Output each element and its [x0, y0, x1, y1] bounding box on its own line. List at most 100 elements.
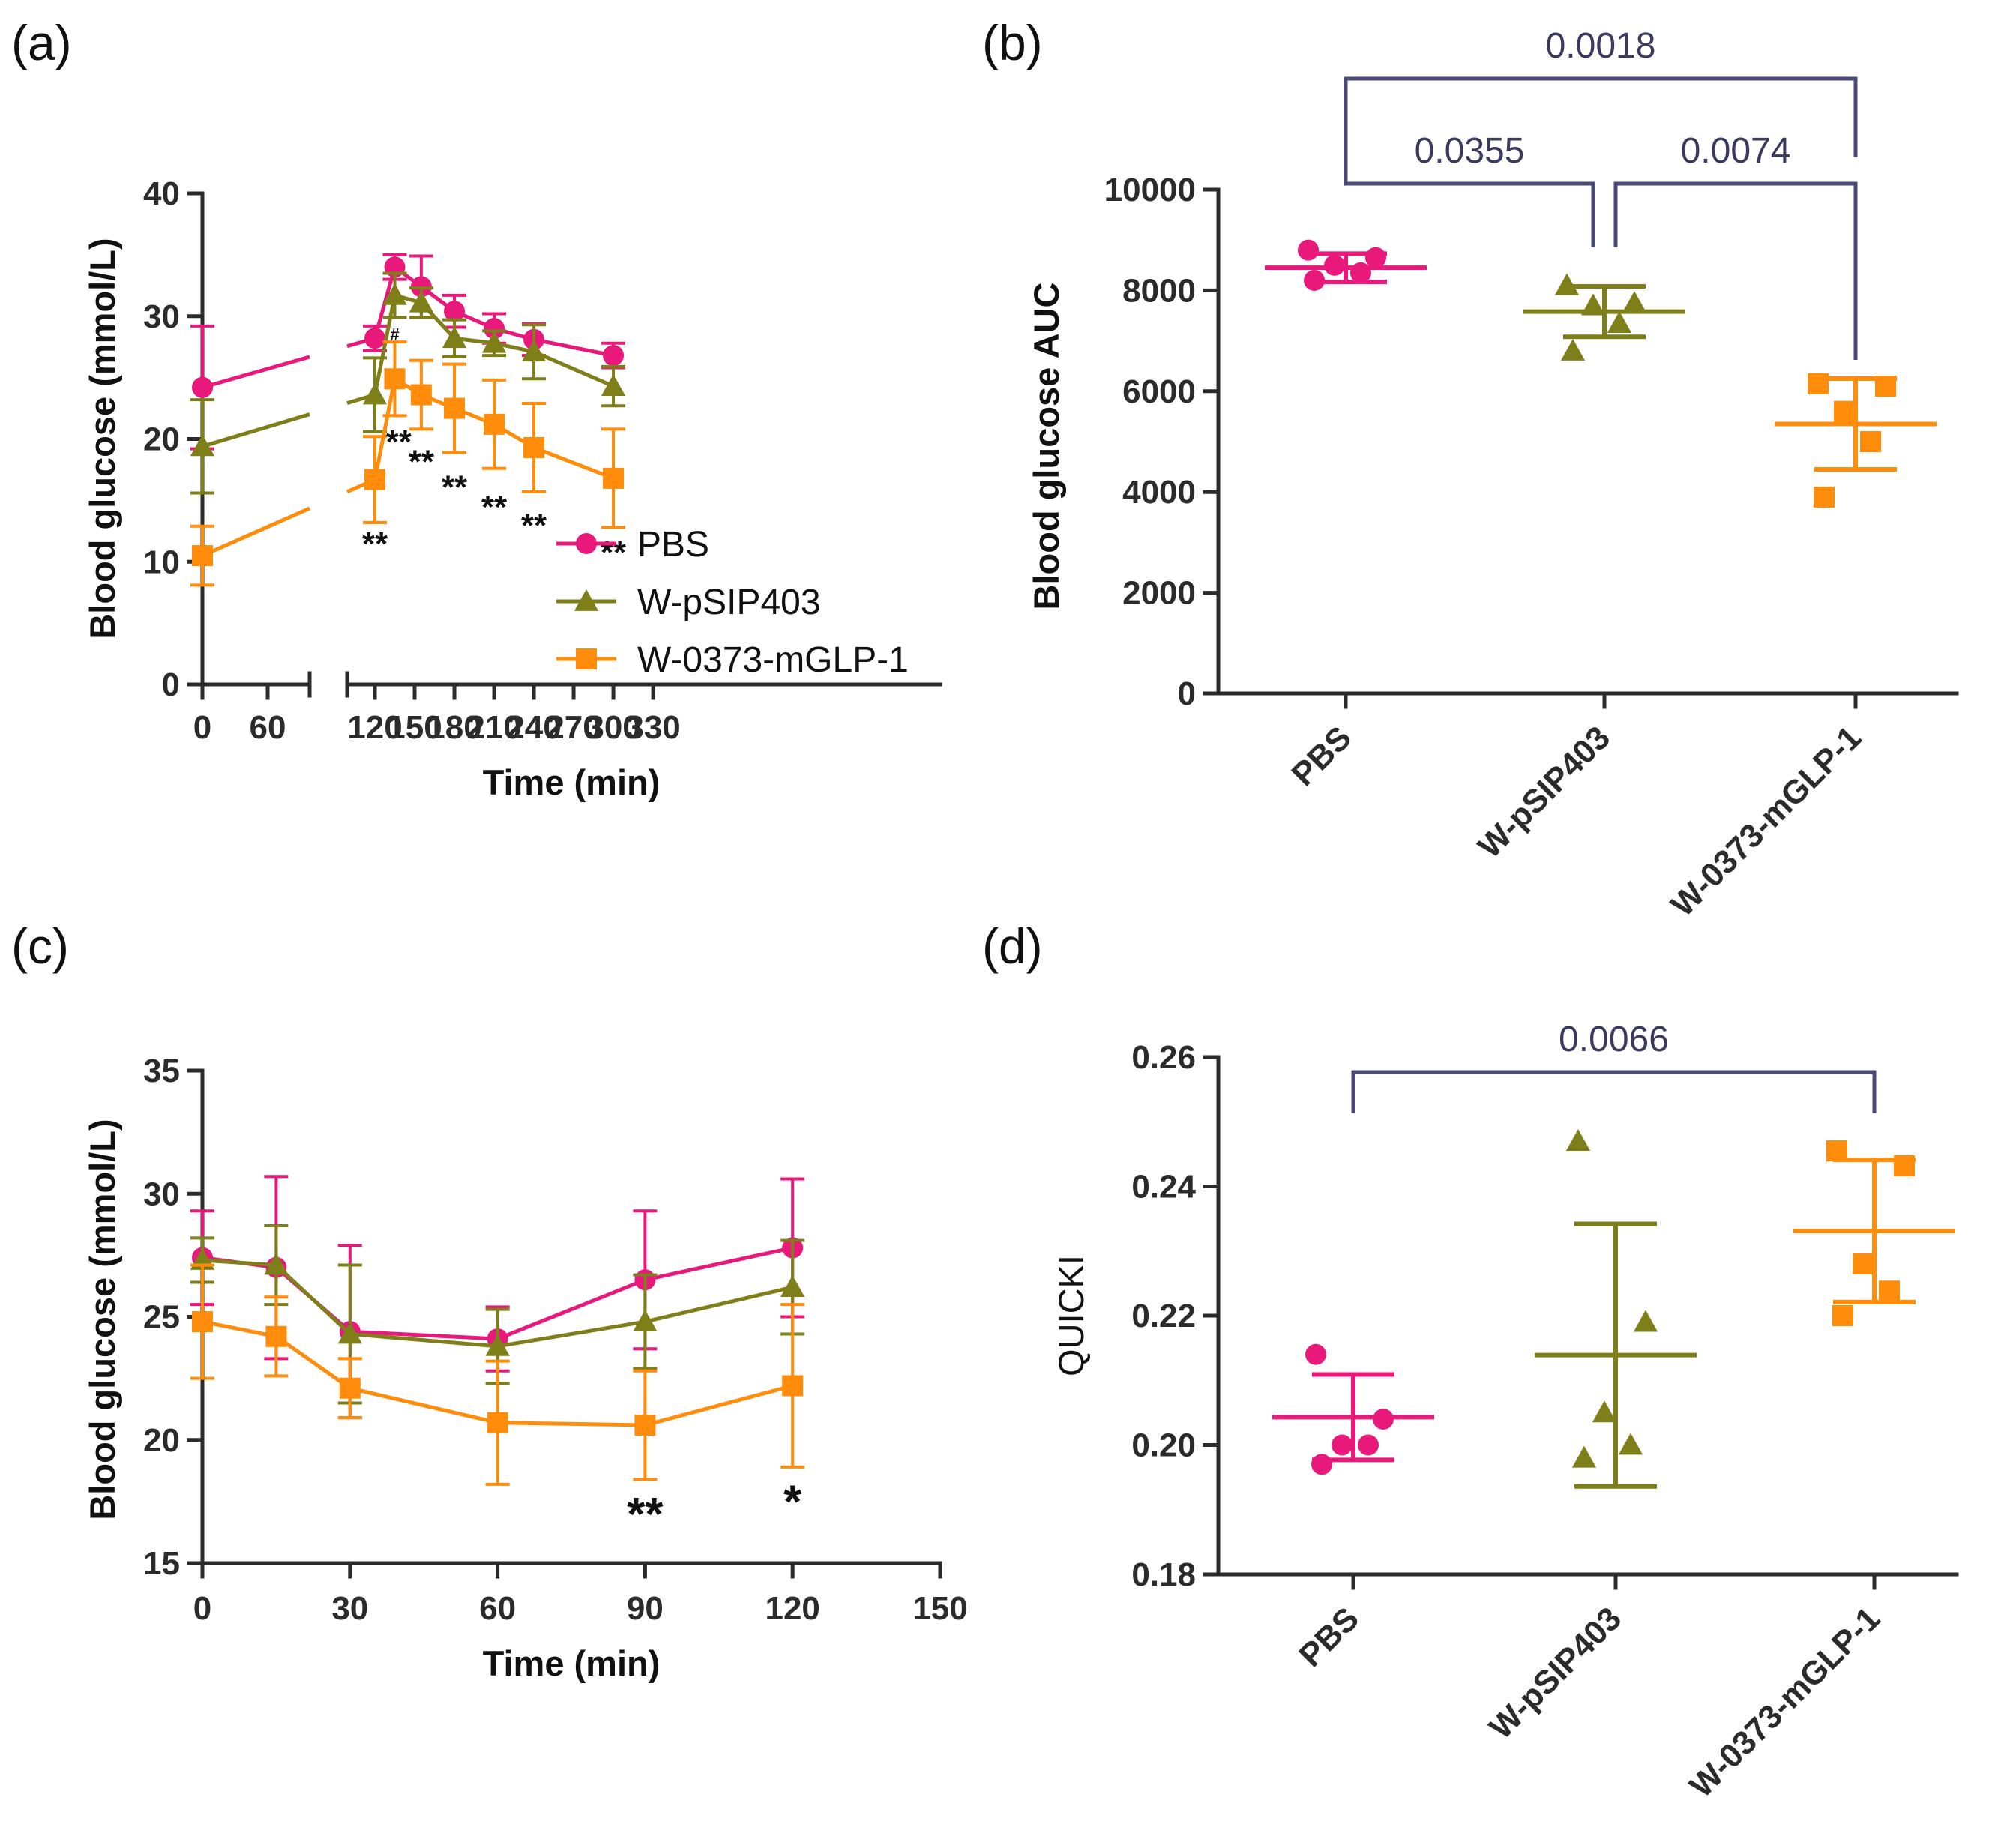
x-tick-label: 210 [466, 709, 521, 746]
x-tick-label: 0 [193, 1590, 211, 1627]
data-point [1834, 400, 1855, 422]
significance-marker: ** [601, 534, 627, 571]
y-axis-label: Blood glucose (mmol/L) [82, 1119, 122, 1520]
panel-label: (b) [982, 15, 1043, 70]
y-tick-label: 0.24 [1131, 1169, 1196, 1206]
y-tick-label: 20 [143, 1422, 180, 1459]
data-point [1304, 269, 1325, 291]
x-tick-label: 120 [347, 709, 402, 746]
data-point [442, 326, 467, 349]
significance-marker: ** [386, 424, 412, 460]
data-point [1560, 338, 1586, 361]
x-tick-label: 270 [546, 709, 601, 746]
y-tick-label: 0 [162, 666, 180, 703]
series-W-pSIP403 [190, 1224, 805, 1405]
group-PBS [1272, 1343, 1434, 1475]
series-line-segment [202, 355, 310, 390]
data-point [780, 1274, 805, 1297]
series-PBS [190, 253, 626, 451]
data-point [1814, 486, 1835, 508]
x-tick-label: PBS [1292, 1600, 1366, 1674]
data-point [337, 1322, 362, 1344]
x-tick-label: 30 [331, 1590, 368, 1627]
y-tick-label: 8000 [1122, 272, 1196, 309]
y-tick-label: 0.18 [1131, 1556, 1196, 1593]
y-axis-label: QUICKI [1051, 1255, 1091, 1376]
significance-marker: ** [627, 1489, 664, 1541]
series-W-0373-mGLP-1 [190, 1263, 805, 1486]
significance-marker: ** [481, 489, 508, 526]
x-axis-label: Time (min) [483, 1643, 661, 1683]
x-tick-label: 240 [506, 709, 561, 746]
significance-bracket: 0.0355 [1344, 131, 1595, 247]
series-line [202, 1319, 793, 1427]
panel-b-chart: 0 2000 4000 6000 8000 10000 PBS W-pSIP403 W-0373… [1104, 26, 1959, 924]
x-tick-label: 0 [193, 709, 211, 746]
series-line-segment [201, 506, 311, 558]
data-point [521, 340, 547, 362]
y-axis-label: Blood glucose AUC [1026, 283, 1066, 610]
y-tick-label: 20 [143, 421, 180, 458]
data-point [1853, 1253, 1874, 1274]
y-tick-label: 2000 [1122, 575, 1196, 612]
series-line [202, 1258, 793, 1349]
data-point [1350, 262, 1371, 283]
series-line-segment [202, 412, 310, 448]
legend-marker [574, 589, 599, 611]
data-point [339, 1377, 361, 1399]
data-point [384, 368, 406, 390]
data-point [444, 397, 466, 419]
y-tick-label: 0.20 [1131, 1427, 1196, 1464]
significance-marker: ** [521, 507, 547, 544]
x-tick-label: W-0373-mGLP-1 [1664, 719, 1868, 924]
significance-bracket: 0.0018 [1344, 26, 1858, 157]
data-point [1554, 273, 1580, 295]
x-tick-label: 60 [250, 709, 286, 746]
y-tick-label: 35 [143, 1053, 180, 1089]
significance-marker: * [783, 1477, 802, 1529]
x-tick-label: 150 [912, 1590, 967, 1627]
data-point [523, 436, 545, 458]
group-W-0373-mGLP-1 [1793, 1140, 1955, 1326]
x-tick-label: W-0373-mGLP-1 [1682, 1600, 1887, 1805]
data-point [485, 1334, 510, 1356]
y-tick-label: 0 [1178, 675, 1196, 712]
data-point [1332, 1434, 1352, 1456]
x-axis-label: Time (min) [483, 762, 661, 802]
significance-marker: ** [442, 469, 468, 506]
data-point [1305, 1343, 1326, 1365]
data-point [782, 1375, 804, 1397]
panel-label: (d) [982, 918, 1043, 974]
data-point [487, 1412, 508, 1433]
y-tick-label: 15 [143, 1545, 180, 1582]
x-tick-label: 150 [387, 709, 442, 746]
data-point [364, 469, 385, 490]
data-point [1826, 1140, 1847, 1162]
data-point [410, 384, 432, 406]
significance-bracket: 0.0066 [1351, 1020, 1877, 1113]
panel-d-chart: 0.18 0.20 0.22 0.24 0.26 PBS W-pSIP403 W-0373-m… [1131, 1020, 1959, 1805]
y-tick-label: 40 [143, 175, 180, 212]
y-tick-label: 6000 [1122, 373, 1196, 410]
bracket-line [1351, 1070, 1877, 1113]
x-tick-label: 300 [586, 709, 640, 746]
data-point [1580, 293, 1606, 316]
legend-label: PBS [637, 525, 709, 565]
y-tick-label: 0.22 [1131, 1298, 1196, 1334]
p-value: 0.0018 [1546, 26, 1656, 66]
data-point [1879, 1280, 1900, 1302]
data-point [362, 382, 388, 405]
significance-marker: ** [362, 526, 388, 562]
data-point [1875, 376, 1896, 397]
data-point [1633, 1310, 1658, 1332]
data-point [192, 1311, 213, 1333]
y-tick-label: 25 [143, 1299, 180, 1336]
bracket-line [1344, 157, 1595, 247]
data-point [192, 376, 213, 398]
data-point [1324, 254, 1345, 276]
data-point [1894, 1155, 1915, 1176]
data-point [1592, 1400, 1617, 1423]
x-tick-label: 60 [479, 1590, 516, 1627]
